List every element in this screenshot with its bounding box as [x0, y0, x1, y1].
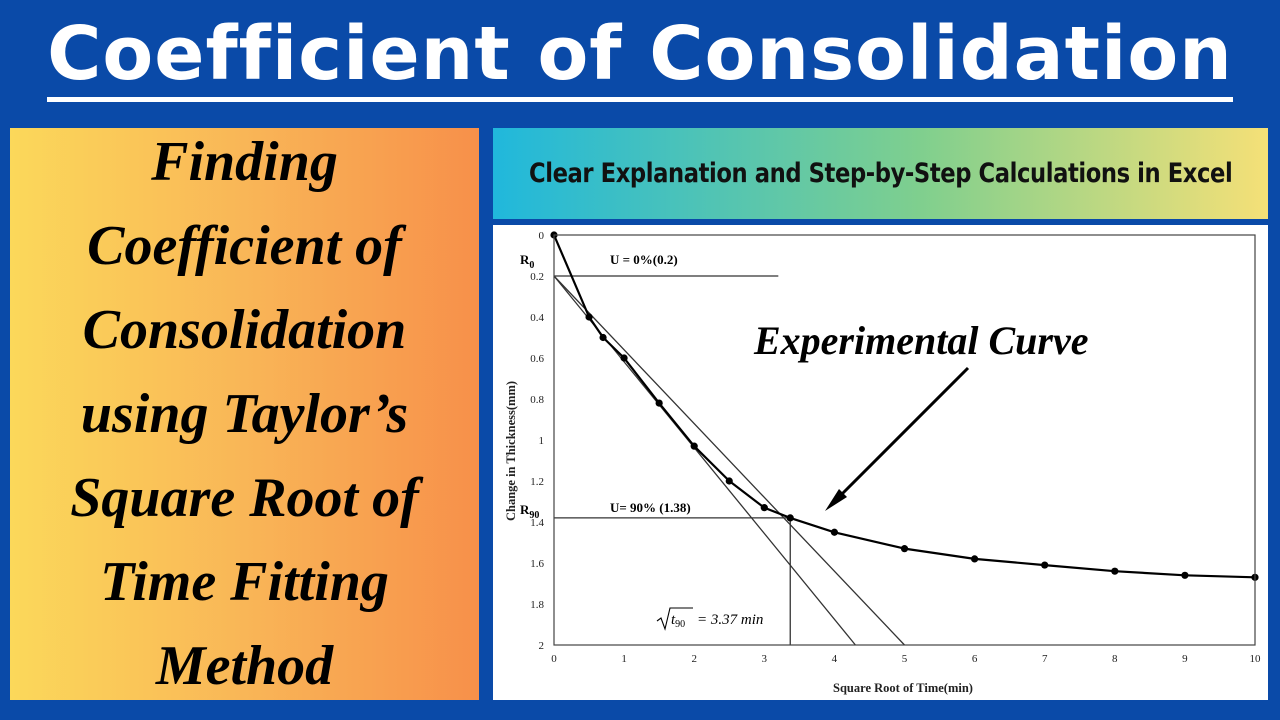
- y-tick-label: 1.6: [530, 558, 544, 570]
- r90-label: R90: [520, 502, 539, 521]
- x-tick-label: 7: [1042, 653, 1048, 665]
- data-point: [1111, 567, 1119, 575]
- description-line: Time Fitting: [100, 551, 389, 613]
- data-point: [655, 399, 663, 407]
- r0-label: R0: [520, 252, 534, 271]
- x-tick-label: 3: [762, 653, 768, 665]
- title-text: Coefficient of Consolidation: [47, 11, 1233, 102]
- x-tick-label: 9: [1182, 653, 1188, 665]
- construction-line: [553, 275, 905, 646]
- y-tick-label: 0.2: [530, 271, 544, 283]
- data-point: [1041, 561, 1049, 569]
- y-tick-label: 1.4: [530, 517, 544, 529]
- data-point: [760, 504, 768, 512]
- description-text: Finding Coefficient of Consolidation usi…: [60, 120, 429, 708]
- description-line: Method: [155, 635, 334, 697]
- y-tick-label: 0.6: [530, 353, 544, 365]
- left-description-panel: Finding Coefficient of Consolidation usi…: [10, 128, 479, 700]
- experimental-curve-label: Experimental Curve: [753, 318, 1088, 363]
- x-tick-label: 0: [551, 653, 557, 665]
- x-tick-label: 4: [832, 653, 838, 665]
- data-point: [900, 545, 909, 553]
- x-tick-label: 6: [972, 653, 978, 665]
- x-tick-label: 8: [1112, 653, 1118, 665]
- t90-value: = 3.37 min: [697, 612, 763, 628]
- data-point: [620, 354, 628, 362]
- sqrt-symbol-icon: [656, 607, 693, 631]
- data-point: [971, 555, 979, 563]
- data-points: [550, 231, 1259, 581]
- y-tick-label: 0: [539, 230, 545, 242]
- y-tick-label: 1: [539, 435, 545, 447]
- data-point: [830, 528, 838, 536]
- u0-annotation: U = 0%(0.2): [610, 252, 678, 267]
- description-line: using Taylor’s: [80, 383, 409, 445]
- description-line: Consolidation: [82, 299, 407, 361]
- y-tick-label: 1.8: [530, 599, 544, 611]
- y-tick-label: 0.8: [530, 394, 544, 406]
- banner-text: Clear Explanation and Step-by-Step Calcu…: [528, 158, 1233, 189]
- description-line: Square Root of: [70, 467, 419, 529]
- u90-annotation: U= 90% (1.38): [610, 500, 691, 515]
- experimental-curve-group: [552, 234, 1256, 579]
- x-tick-label: 2: [691, 653, 697, 665]
- y-tick-label: 1.2: [530, 476, 544, 488]
- tick-labels: 0 1 2 3 4 5 6 7 8 9 10 0 0.2 0.4 0.6 0.8 1 1.2 1.4 1.6 1.8 2: [530, 230, 1261, 665]
- subtitle-banner: Clear Explanation and Step-by-Step Calcu…: [493, 128, 1268, 219]
- t90-annotation: t90 = 3.37 min: [656, 607, 763, 631]
- y-axis-label: Change in Thickness(mm): [504, 381, 518, 521]
- data-point: [1181, 571, 1189, 579]
- y-tick-label: 0.4: [530, 312, 544, 324]
- data-point: [599, 333, 607, 342]
- data-point: [585, 313, 593, 321]
- description-line: Coefficient of: [87, 215, 402, 277]
- pointer-arrow-icon: [825, 366, 970, 511]
- x-tick-label: 1: [621, 653, 627, 665]
- consolidation-chart: 0 1 2 3 4 5 6 7 8 9 1000.20.40.60.811.21.41.61.82 …: [504, 230, 1261, 695]
- x-axis-label: Square Root of Time(min): [833, 681, 973, 695]
- description-line: Finding: [151, 131, 338, 193]
- t90-var: t90: [671, 612, 685, 630]
- x-tick-label: 5: [902, 653, 908, 665]
- plot-frame: [553, 234, 1256, 646]
- experimental-curve: [552, 234, 1256, 579]
- data-point: [786, 514, 794, 522]
- data-point: [690, 442, 698, 450]
- page-title: Coefficient of Consolidation: [0, 6, 1280, 102]
- x-tick-label: 10: [1250, 653, 1262, 665]
- y-tick-label: 2: [539, 640, 545, 652]
- plot-border: [553, 234, 1256, 646]
- data-point: [725, 477, 733, 485]
- chart-panel: 0 1 2 3 4 5 6 7 8 9 10 0 0.2 0.4 0.6 0.8 1 1.2 1.4 1.6 1.8 2 …: [493, 225, 1268, 700]
